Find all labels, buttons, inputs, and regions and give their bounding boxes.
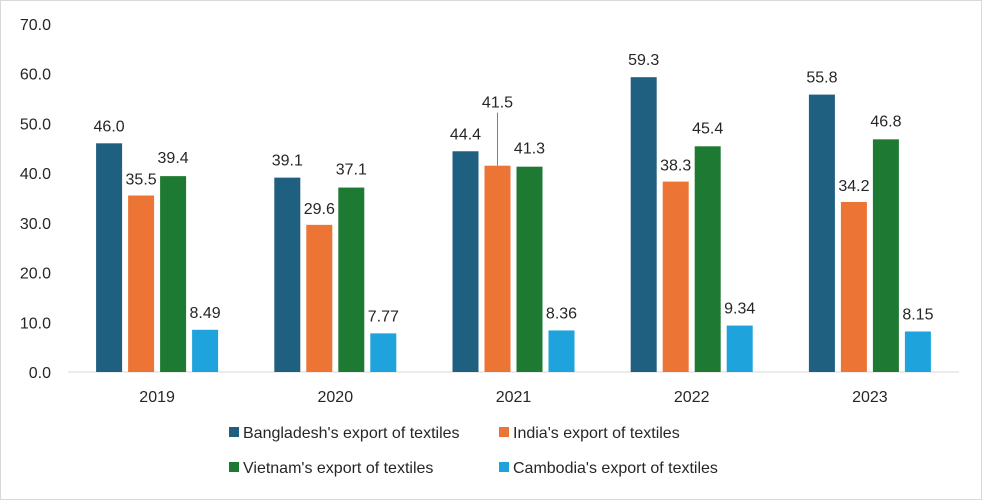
x-tick-label: 2020 (318, 389, 354, 406)
bar (484, 165, 511, 372)
bar (630, 77, 657, 373)
data-label: 29.6 (304, 201, 335, 218)
data-label: 8.36 (546, 305, 577, 322)
legend-label: Cambodia's export of textiles (513, 460, 718, 477)
data-label: 35.5 (126, 172, 157, 189)
data-label: 46.0 (94, 118, 125, 135)
x-tick-label: 2023 (852, 389, 888, 406)
bar (872, 139, 899, 372)
data-label: 37.1 (336, 162, 367, 179)
data-label: 39.1 (272, 153, 303, 170)
legend-swatch (499, 427, 509, 437)
bar (370, 333, 397, 372)
data-label: 55.8 (806, 70, 837, 87)
bar (662, 181, 689, 372)
data-label: 45.4 (692, 120, 723, 137)
data-label: 59.3 (628, 52, 659, 69)
bar (274, 177, 301, 372)
data-label: 8.15 (902, 306, 933, 323)
data-label: 8.49 (190, 305, 221, 322)
x-tick-label: 2019 (139, 389, 175, 406)
x-tick-label: 2021 (496, 389, 532, 406)
data-label: 46.8 (870, 113, 901, 130)
bar (808, 94, 835, 372)
legend-swatch (229, 427, 239, 437)
y-tick-label: 20.0 (20, 266, 51, 283)
y-tick-label: 0.0 (29, 365, 51, 382)
bar (128, 195, 155, 372)
bar (306, 224, 333, 372)
bar (516, 166, 543, 372)
bar (160, 176, 187, 372)
bar (452, 151, 479, 372)
y-tick-label: 70.0 (20, 17, 51, 34)
data-label: 41.5 (482, 95, 513, 112)
data-label: 44.4 (450, 126, 481, 143)
y-tick-label: 60.0 (20, 67, 51, 84)
y-tick-label: 50.0 (20, 116, 51, 133)
data-label: 34.2 (838, 178, 869, 195)
y-tick-label: 10.0 (20, 315, 51, 332)
x-tick-label: 2022 (674, 389, 710, 406)
legend-swatch (229, 462, 239, 472)
bar (726, 325, 753, 372)
data-label: 9.34 (724, 301, 755, 318)
bar (192, 329, 219, 372)
legend-label: India's export of textiles (513, 425, 680, 442)
data-label: 7.77 (368, 308, 399, 325)
bar (904, 331, 931, 372)
bar (96, 143, 123, 372)
y-tick-label: 30.0 (20, 216, 51, 233)
bar (338, 187, 365, 372)
legend-label: Vietnam's export of textiles (243, 460, 433, 477)
bar (840, 201, 867, 372)
legend-label: Bangladesh's export of textiles (243, 425, 460, 442)
bar (694, 146, 721, 372)
data-label: 41.3 (514, 141, 545, 158)
y-tick-label: 40.0 (20, 166, 51, 183)
data-label: 39.4 (158, 150, 189, 167)
data-label: 38.3 (660, 158, 691, 175)
bar (548, 330, 575, 372)
legend-swatch (499, 462, 509, 472)
